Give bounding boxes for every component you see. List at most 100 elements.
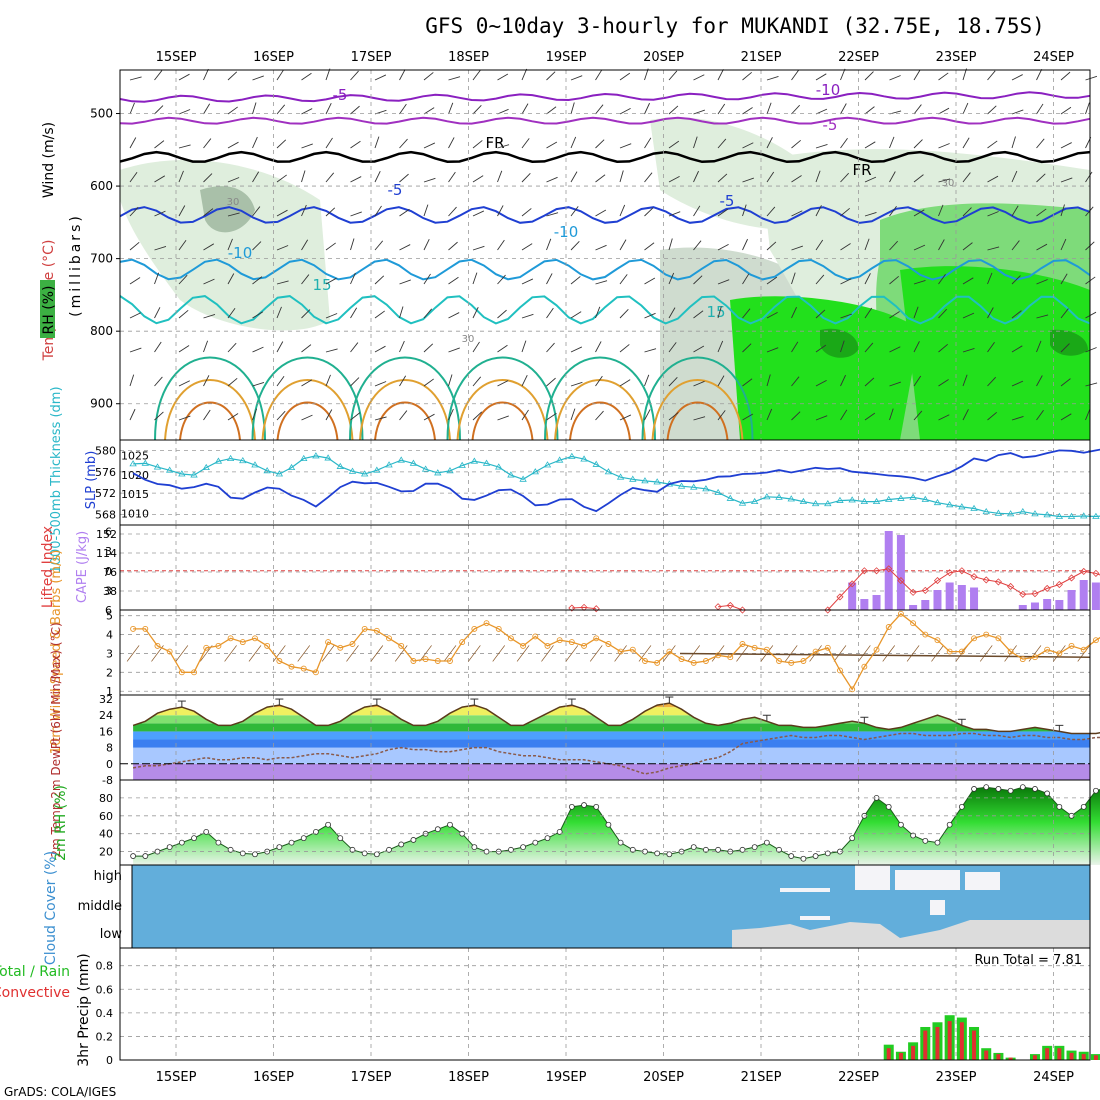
wind-barb <box>931 645 944 662</box>
wind-barb <box>423 343 434 353</box>
temp-band <box>133 715 1090 724</box>
wind-speed-point <box>568 639 575 646</box>
rh2m-axis-label: 2m RH (%) <box>53 785 69 861</box>
bottom-date-label: 19SEP <box>546 1070 587 1085</box>
wind-speed-point <box>763 646 770 653</box>
wind-barb <box>521 313 534 319</box>
wind-barb <box>448 206 457 217</box>
rh-point <box>1019 784 1026 791</box>
wind-barb <box>546 176 558 183</box>
wind-barb <box>815 415 828 421</box>
tick-label: 0.2 <box>96 1030 114 1043</box>
wind-barb <box>815 73 827 81</box>
thickness-point <box>348 467 357 474</box>
contour-label: 30 <box>942 178 955 189</box>
wind-barb <box>301 309 311 319</box>
rh-axis-label: RH (%) <box>41 286 57 335</box>
wind-barb <box>178 144 191 149</box>
rh-point <box>544 835 551 842</box>
cape-bar <box>921 600 930 610</box>
wind-barb <box>742 378 753 387</box>
wind-barb <box>1085 311 1097 319</box>
thickness-point <box>239 456 247 464</box>
low-cloud-cover <box>732 920 1090 948</box>
wind-barb <box>325 68 331 81</box>
wind-speed-point <box>288 663 295 670</box>
wind-barb <box>1028 645 1042 662</box>
wind-barb <box>301 170 306 183</box>
wind-speed-point <box>556 637 563 644</box>
rh-point <box>1056 803 1063 810</box>
rh-point <box>288 839 295 846</box>
rh-point <box>605 821 612 828</box>
wind-speed-point <box>434 658 441 664</box>
precip-convective-bar <box>1008 1057 1013 1060</box>
wind-barb <box>203 340 209 353</box>
wind-barb <box>350 377 360 387</box>
wind-barb <box>717 138 727 149</box>
wind-barb <box>644 172 653 183</box>
thickness-point <box>324 454 332 461</box>
wind-barb <box>154 246 167 251</box>
wind-barb <box>889 171 896 183</box>
thickness-point <box>360 470 369 477</box>
wind10m-axis-label: 10m Wind Speed & Barbs (m/s) <box>49 550 64 755</box>
wind-barb <box>350 105 360 115</box>
wind-barb <box>203 208 214 217</box>
wind-barb <box>521 173 531 183</box>
wind-speed-point <box>605 641 612 647</box>
wind-speed-point <box>1032 654 1038 661</box>
li-point <box>836 593 844 601</box>
wind-barb <box>913 280 926 285</box>
rh-point <box>849 835 856 842</box>
wind-barb <box>717 208 729 217</box>
li-point <box>885 565 893 573</box>
tick-label: 80 <box>99 792 113 805</box>
thickness-point <box>945 501 954 508</box>
thickness-point <box>580 455 588 462</box>
wind-barb <box>325 409 333 421</box>
wind-barb <box>938 343 948 353</box>
precip-side-label: Total / Rain Convective 3hr Precip (mm) <box>0 953 92 1066</box>
wind-barb <box>227 212 240 217</box>
rh-point <box>398 841 405 848</box>
wind-barb <box>570 136 577 149</box>
wind-barb <box>546 377 556 387</box>
wind-barb <box>546 71 556 81</box>
tick-label: 152 <box>96 528 117 541</box>
wind-barb <box>791 411 801 421</box>
wind-barb <box>129 312 141 319</box>
wind-barb <box>815 239 824 251</box>
wind-barb <box>595 139 605 149</box>
wind-barb <box>154 341 162 353</box>
temp-contour-15 <box>119 295 1091 325</box>
wind-barb <box>497 344 508 353</box>
wind-barb <box>1011 380 1024 387</box>
wind-barb <box>766 76 779 81</box>
wind-speed-point <box>166 648 173 655</box>
wind-barb <box>987 272 993 285</box>
wind-barb <box>126 645 140 662</box>
wind-barb <box>987 342 995 353</box>
wind-barb <box>644 277 656 285</box>
temp-contour-20 <box>544 356 656 441</box>
wind-barb <box>987 246 1000 251</box>
tick-label: 16 <box>99 725 113 738</box>
precip-convective-bar <box>984 1050 989 1060</box>
wind-barb <box>468 645 481 662</box>
wind-barb <box>301 204 307 217</box>
wind-barb <box>619 414 632 421</box>
wind-barb <box>791 272 796 285</box>
rh-point <box>459 830 466 837</box>
wind-barb <box>472 272 478 285</box>
thickness-point <box>470 457 479 464</box>
wind-barb <box>693 380 705 387</box>
wind-barb <box>472 175 484 183</box>
bottom-date-axis: 15SEP 16SEP 17SEP 18SEP 19SEP 20SEP 21SEP 22SEP… <box>156 1070 1075 1085</box>
wind-speed-point <box>593 635 600 642</box>
wind-barb <box>614 645 627 662</box>
wind-barb <box>791 104 801 115</box>
wind-speed-point <box>215 642 222 649</box>
wind-barb <box>276 376 285 387</box>
